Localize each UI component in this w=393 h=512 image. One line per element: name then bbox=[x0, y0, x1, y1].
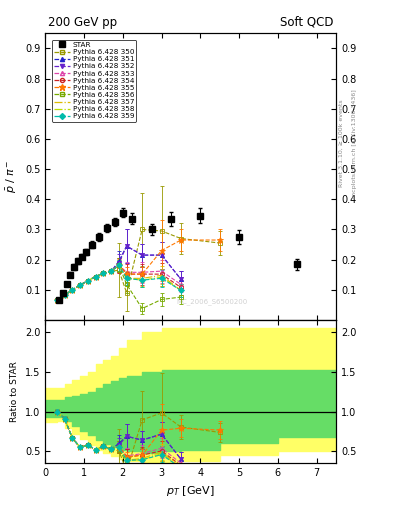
X-axis label: $p_T$ [GeV]: $p_T$ [GeV] bbox=[166, 484, 215, 498]
Legend: STAR, Pythia 6.428 350, Pythia 6.428 351, Pythia 6.428 352, Pythia 6.428 353, Py: STAR, Pythia 6.428 350, Pythia 6.428 351… bbox=[52, 40, 136, 121]
Text: Soft QCD: Soft QCD bbox=[279, 16, 333, 29]
Y-axis label: Ratio to STAR: Ratio to STAR bbox=[10, 361, 19, 422]
Y-axis label: $\bar{p}$ / $\pi^{-}$: $\bar{p}$ / $\pi^{-}$ bbox=[5, 160, 19, 193]
Text: MC_2006_S6500200: MC_2006_S6500200 bbox=[176, 298, 247, 305]
Text: Rivet 3.1.10, ≥ 100k events: Rivet 3.1.10, ≥ 100k events bbox=[339, 99, 344, 187]
Text: 200 GeV pp: 200 GeV pp bbox=[48, 16, 117, 29]
Text: mcplots.cern.ch [arXiv:1306.3436]: mcplots.cern.ch [arXiv:1306.3436] bbox=[352, 89, 357, 198]
